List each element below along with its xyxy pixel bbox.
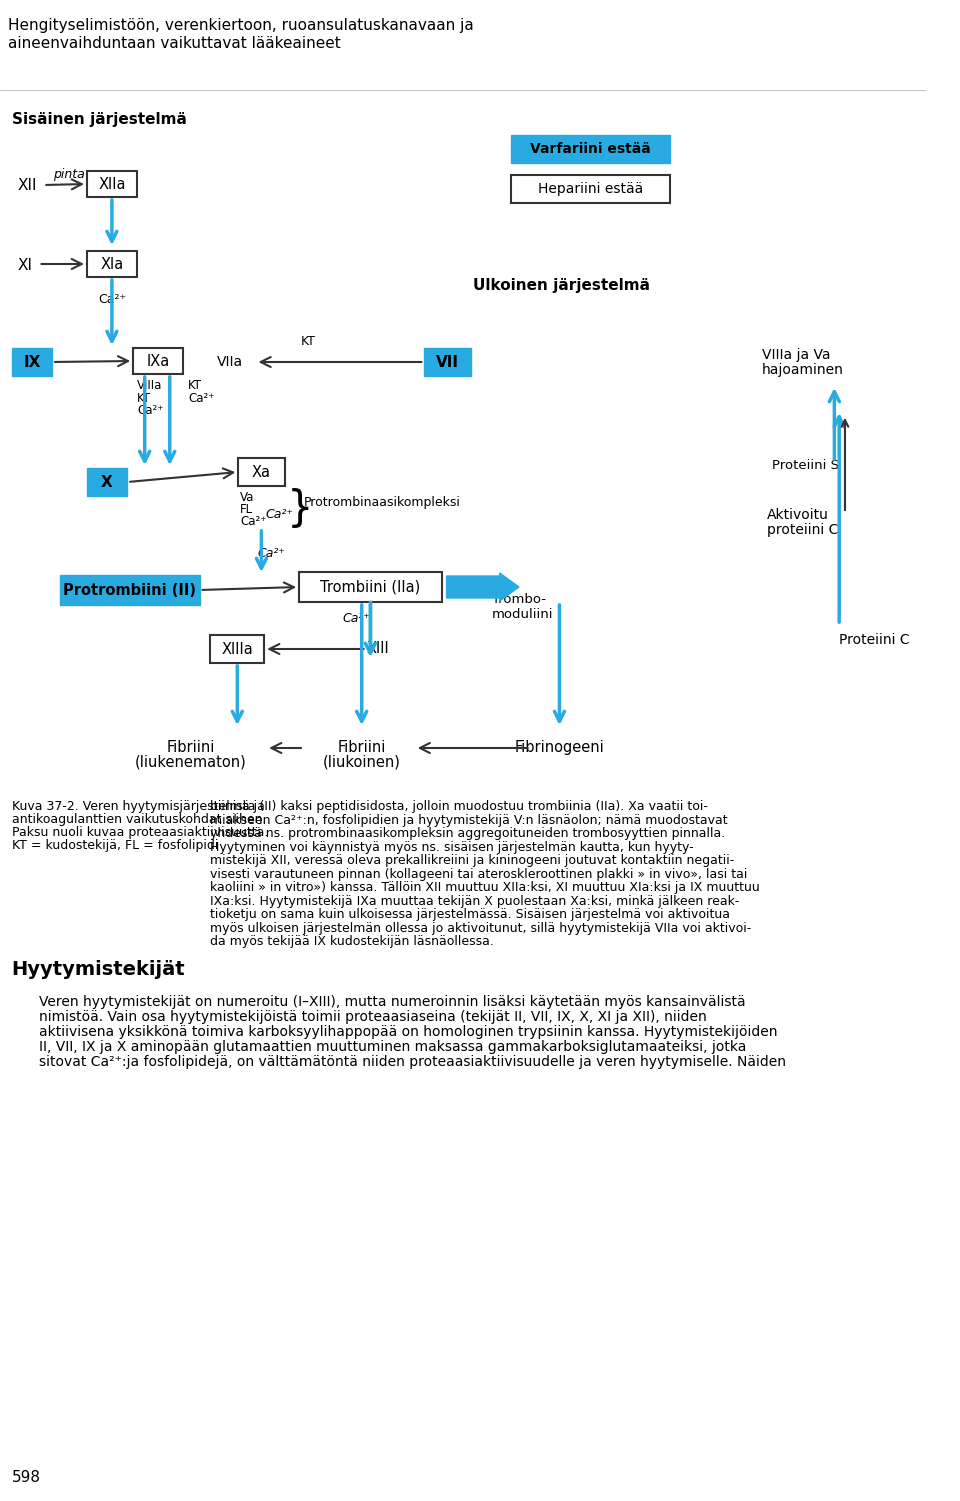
FancyBboxPatch shape xyxy=(86,171,137,197)
Text: IXa:ksi. Hyytymistekijä IXa muuttaa tekijän X puolestaan Xa:ksi, minkä jälkeen r: IXa:ksi. Hyytymistekijä IXa muuttaa teki… xyxy=(210,895,739,908)
Text: II, VII, IX ja X aminopään glutamaattien muuttuminen maksassa gammakarboksigluta: II, VII, IX ja X aminopään glutamaattien… xyxy=(38,1040,746,1054)
FancyBboxPatch shape xyxy=(512,135,670,164)
Text: myös ulkoisen järjestelmän ollessa jo aktivoitunut, sillä hyytymistekijä VIIa vo: myös ulkoisen järjestelmän ollessa jo ak… xyxy=(210,922,752,935)
Text: Hyytymistekijät: Hyytymistekijät xyxy=(12,961,185,979)
Text: XIIa: XIIa xyxy=(98,177,126,192)
FancyBboxPatch shape xyxy=(238,458,284,486)
FancyBboxPatch shape xyxy=(60,575,200,605)
Text: Proteiini C: Proteiini C xyxy=(839,633,910,647)
Text: IX: IX xyxy=(23,354,40,369)
Text: X: X xyxy=(101,474,113,489)
Text: hajoaminen: hajoaminen xyxy=(762,363,844,377)
FancyBboxPatch shape xyxy=(86,468,128,495)
FancyBboxPatch shape xyxy=(12,348,52,375)
Text: VIIIa ja Va: VIIIa ja Va xyxy=(762,348,830,362)
FancyBboxPatch shape xyxy=(512,176,670,203)
Text: Hyytyminen voi käynnistyä myös ns. sisäisen järjestelmän kautta, kun hyyty-: Hyytyminen voi käynnistyä myös ns. sisäi… xyxy=(210,841,694,854)
FancyBboxPatch shape xyxy=(133,348,183,374)
Text: Fibrinogeeni: Fibrinogeeni xyxy=(515,740,605,755)
Text: VIIIa: VIIIa xyxy=(137,378,162,392)
Text: nimistöä. Vain osa hyytymistekijöistä toimii proteaasiaseina (tekijät II, VII, I: nimistöä. Vain osa hyytymistekijöistä to… xyxy=(38,1010,707,1024)
Text: Fibriini: Fibriini xyxy=(338,740,386,755)
Text: proteiini C: proteiini C xyxy=(767,522,838,537)
Text: Va: Va xyxy=(240,491,254,504)
Text: FL: FL xyxy=(240,503,253,516)
Text: 598: 598 xyxy=(12,1469,40,1484)
FancyArrow shape xyxy=(446,573,519,600)
Text: Hengityselimistöön, verenkiertoon, ruoansulatuskanavaan ja: Hengityselimistöön, verenkiertoon, ruoan… xyxy=(8,18,473,33)
Text: XIa: XIa xyxy=(100,257,124,272)
Text: Xa: Xa xyxy=(252,464,271,479)
Text: (liukoinen): (liukoinen) xyxy=(323,754,400,769)
Text: Hepariini estää: Hepariini estää xyxy=(539,182,643,197)
Text: biinista (II) kaksi peptidisidosta, jolloin muodostuu trombiinia (IIa). Xa vaati: biinista (II) kaksi peptidisidosta, joll… xyxy=(210,800,708,814)
Text: aktiivisena yksikkönä toimiva karboksyylihappopää on homologinen trypsiinin kans: aktiivisena yksikkönä toimiva karboksyyl… xyxy=(38,1025,777,1039)
Text: Ca²⁺: Ca²⁺ xyxy=(137,404,163,417)
Text: Ca²⁺: Ca²⁺ xyxy=(257,546,285,560)
Text: XIIIa: XIIIa xyxy=(222,641,253,656)
Text: KT: KT xyxy=(301,335,316,348)
FancyBboxPatch shape xyxy=(424,348,470,375)
Text: sitovat Ca²⁺:ja fosfolipidejä, on välttämätöntä niiden proteaasiaktiivisuudelle : sitovat Ca²⁺:ja fosfolipidejä, on välttä… xyxy=(38,1055,785,1069)
Text: KT = kudostekijä, FL = fosfolipidi: KT = kudostekijä, FL = fosfolipidi xyxy=(12,839,218,853)
Text: KT: KT xyxy=(188,378,203,392)
FancyBboxPatch shape xyxy=(299,572,442,602)
Text: Paksu nuoli kuvaa proteaasiaktiivisuutta.: Paksu nuoli kuvaa proteaasiaktiivisuutta… xyxy=(12,826,268,839)
Text: Ca²⁺: Ca²⁺ xyxy=(240,515,267,528)
Text: Ca²⁺: Ca²⁺ xyxy=(343,611,371,624)
Text: aineenvaihduntaan vaikuttavat lääkeaineet: aineenvaihduntaan vaikuttavat lääkeainee… xyxy=(8,36,341,51)
FancyBboxPatch shape xyxy=(86,251,137,278)
Text: Ca²⁺: Ca²⁺ xyxy=(188,392,214,405)
Text: Ulkoinen järjestelmä: Ulkoinen järjestelmä xyxy=(472,278,650,293)
Text: Fibriini: Fibriini xyxy=(167,740,215,755)
Text: (liukenematon): (liukenematon) xyxy=(135,754,247,769)
Text: Proteiini S: Proteiini S xyxy=(772,458,839,471)
Text: VII: VII xyxy=(436,354,459,369)
Text: KT: KT xyxy=(137,392,151,405)
Text: Ca²⁺: Ca²⁺ xyxy=(265,507,293,521)
Text: Protrombinaasikompleksi: Protrombinaasikompleksi xyxy=(304,495,461,509)
Text: mistekijä XII, veressä oleva prekallikreiini ja kininogeeni joutuvat kontaktiin : mistekijä XII, veressä oleva prekallikre… xyxy=(210,854,734,868)
Text: }: } xyxy=(286,488,313,530)
Text: visesti varautuneen pinnan (kollageeni tai ateroskleroottinen plakki » in vivo»,: visesti varautuneen pinnan (kollageeni t… xyxy=(210,868,748,881)
Text: Aktivoitu: Aktivoitu xyxy=(767,507,828,522)
Text: antikoagulanttien vaikutuskohdat siihen.: antikoagulanttien vaikutuskohdat siihen. xyxy=(12,814,266,826)
Text: tioketju on sama kuin ulkoisessa järjestelmässä. Sisäisen järjestelmä voi aktivo: tioketju on sama kuin ulkoisessa järjest… xyxy=(210,908,731,922)
Text: Veren hyytymistekijät on numeroitu (I–XIII), mutta numeroinnin lisäksi käytetään: Veren hyytymistekijät on numeroitu (I–XI… xyxy=(38,995,745,1009)
Text: yhdessä ns. protrombinaasikompleksin aggregoituneiden trombosyyttien pinnalla.: yhdessä ns. protrombinaasikompleksin agg… xyxy=(210,827,726,841)
Text: kaoliini » in vitro») kanssa. Tällöin XII muuttuu XIIa:ksi, XI muuttuu XIa:ksi j: kaoliini » in vitro») kanssa. Tällöin XI… xyxy=(210,881,760,895)
Text: Varfariini estää: Varfariini estää xyxy=(531,143,651,156)
Text: XIII: XIII xyxy=(367,641,390,656)
Text: XII: XII xyxy=(17,177,36,192)
Text: VIIa: VIIa xyxy=(217,356,243,369)
Text: Protrombiini (II): Protrombiini (II) xyxy=(63,582,196,597)
FancyBboxPatch shape xyxy=(210,635,264,663)
Text: da myös tekijää IX kudostekijän läsnäollessa.: da myös tekijää IX kudostekijän läsnäoll… xyxy=(210,935,494,949)
Text: Sisäinen järjestelmä: Sisäinen järjestelmä xyxy=(12,113,186,128)
Text: Ca²⁺: Ca²⁺ xyxy=(98,293,126,306)
Text: IXa: IXa xyxy=(147,354,170,369)
Text: pinta: pinta xyxy=(53,168,84,180)
Text: Kuva 37-2. Veren hyytymisjärjestelmä ja: Kuva 37-2. Veren hyytymisjärjestelmä ja xyxy=(12,800,264,814)
Text: miakseen Ca²⁺:n, fosfolipidien ja hyytymistekijä V:n läsnäolon; nämä muodostavat: miakseen Ca²⁺:n, fosfolipidien ja hyytym… xyxy=(210,814,728,827)
Text: Trombo-: Trombo- xyxy=(492,593,546,606)
Text: Trombiini (IIa): Trombiini (IIa) xyxy=(321,579,420,594)
Text: moduliini: moduliini xyxy=(492,608,553,621)
Text: XI: XI xyxy=(17,258,33,273)
